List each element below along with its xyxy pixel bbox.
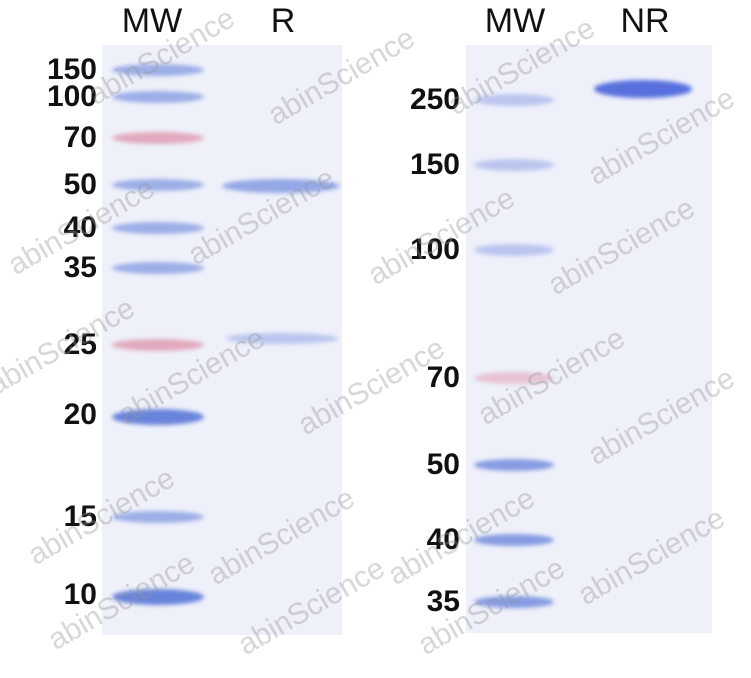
marker-band-15 [112, 511, 204, 523]
marker-label-100: 100 [46, 80, 97, 113]
marker-label-25: 25 [63, 328, 97, 361]
marker-band-150 [112, 64, 204, 76]
marker-label-40-right: 40 [426, 523, 460, 556]
marker-band-40-right [474, 534, 554, 546]
marker-band-50-right [474, 459, 554, 471]
marker-band-70-right [474, 372, 554, 384]
marker-label-70: 70 [63, 121, 97, 154]
marker-band-20 [112, 409, 204, 425]
marker-label-70-right: 70 [426, 361, 460, 394]
sample-band-r-heavy [222, 179, 340, 193]
marker-label-250-right: 250 [409, 83, 460, 116]
marker-label-100-right: 100 [409, 233, 460, 266]
marker-band-25 [112, 339, 204, 351]
marker-band-70 [112, 132, 204, 144]
marker-band-10 [112, 589, 204, 605]
marker-label-150: 150 [46, 53, 97, 86]
marker-label-35: 35 [63, 251, 97, 284]
marker-band-150-right [474, 159, 554, 171]
marker-band-100-right [474, 244, 554, 256]
sample-band-nr [594, 80, 692, 98]
marker-band-35 [112, 262, 204, 274]
marker-band-40 [112, 222, 204, 234]
marker-band-35-right [474, 596, 554, 608]
marker-label-10: 10 [63, 578, 97, 611]
marker-label-40: 40 [63, 211, 97, 244]
marker-label-50-right: 50 [426, 448, 460, 481]
marker-label-20: 20 [63, 398, 97, 431]
sample-band-r-light [226, 333, 338, 344]
left-header-r: R [270, 2, 296, 40]
right-header-nr: NR [620, 2, 670, 40]
marker-label-35-right: 35 [426, 585, 460, 618]
marker-label-150-right: 150 [409, 148, 460, 181]
left-header-mw: MW [121, 2, 183, 40]
marker-label-50: 50 [63, 168, 97, 201]
marker-band-250-right [474, 94, 554, 106]
marker-band-50 [112, 179, 204, 191]
marker-label-15: 15 [63, 500, 97, 533]
right-header-mw: MW [484, 2, 546, 40]
marker-band-100 [112, 91, 204, 103]
